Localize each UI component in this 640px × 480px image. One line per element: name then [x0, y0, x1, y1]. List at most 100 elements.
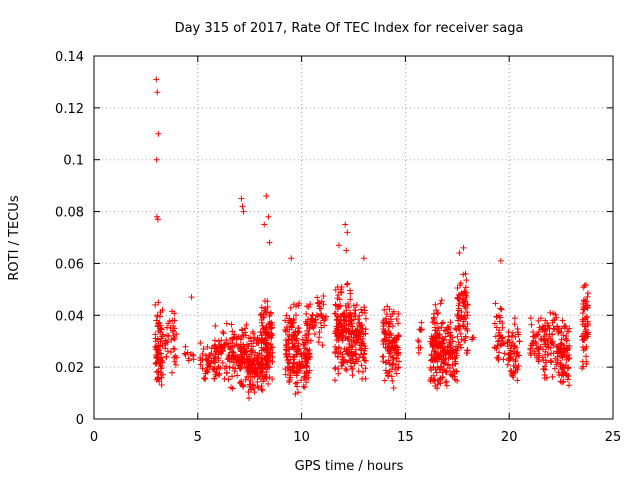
data-point — [332, 286, 339, 293]
data-point — [558, 350, 565, 357]
data-point — [527, 315, 534, 322]
data-point — [453, 352, 460, 359]
data-point — [243, 321, 250, 328]
data-point — [348, 342, 355, 349]
data-point — [557, 345, 564, 352]
data-point — [267, 346, 274, 353]
data-point — [352, 307, 359, 314]
data-point — [547, 357, 554, 364]
data-point — [509, 340, 516, 347]
data-point — [454, 285, 461, 292]
data-point — [460, 244, 467, 251]
chart-title: Day 315 of 2017, Rate Of TEC Index for r… — [175, 21, 524, 36]
data-point — [296, 300, 303, 307]
data-point — [543, 374, 550, 381]
data-point — [215, 338, 222, 345]
data-point — [290, 301, 297, 308]
data-point — [504, 343, 511, 350]
data-point — [549, 338, 556, 345]
data-point — [516, 352, 523, 359]
data-point — [223, 370, 230, 377]
data-point — [458, 290, 465, 297]
data-point — [240, 341, 247, 348]
x-tick-label: 5 — [194, 430, 202, 445]
data-point — [389, 377, 396, 384]
data-point — [259, 365, 266, 372]
data-point — [390, 356, 397, 363]
data-point — [393, 361, 400, 368]
data-point — [428, 351, 435, 358]
data-point — [171, 358, 178, 365]
data-point — [583, 360, 590, 367]
data-point — [462, 292, 469, 299]
data-point — [306, 324, 313, 331]
data-point — [532, 338, 539, 345]
data-point — [434, 310, 441, 317]
data-point — [236, 354, 243, 361]
data-point — [197, 355, 204, 362]
data-point — [358, 362, 365, 369]
data-point — [390, 385, 397, 392]
data-point — [492, 300, 499, 307]
data-point — [239, 203, 246, 210]
data-point — [245, 367, 252, 374]
data-point — [339, 351, 346, 358]
data-point — [166, 318, 173, 325]
data-point — [237, 380, 244, 387]
data-point — [431, 377, 438, 384]
data-point — [170, 322, 177, 329]
data-point — [356, 319, 363, 326]
data-point — [219, 359, 226, 366]
data-point — [436, 355, 443, 362]
data-point — [579, 365, 586, 372]
data-point — [260, 339, 267, 346]
data-point — [565, 373, 572, 380]
data-point — [438, 324, 445, 331]
data-point — [379, 337, 386, 344]
data-point — [514, 377, 521, 384]
data-point — [429, 342, 436, 349]
data-point — [457, 282, 464, 289]
data-point — [262, 308, 269, 315]
data-point — [353, 327, 360, 334]
data-point — [537, 335, 544, 342]
data-point — [384, 372, 391, 379]
data-point — [258, 382, 265, 389]
data-point — [257, 361, 264, 368]
data-point — [334, 327, 341, 334]
data-point — [462, 325, 469, 332]
data-point — [337, 288, 344, 295]
data-point — [163, 353, 170, 360]
data-point — [218, 337, 225, 344]
data-point — [332, 349, 339, 356]
y-tick-label: 0.04 — [55, 309, 84, 324]
data-point — [241, 355, 248, 362]
data-point — [283, 351, 290, 358]
data-point — [348, 317, 355, 324]
data-point — [223, 363, 230, 370]
data-point — [153, 213, 160, 220]
data-point — [431, 347, 438, 354]
data-point — [393, 370, 400, 377]
data-point — [316, 329, 323, 336]
data-point — [246, 353, 253, 360]
data-point — [321, 322, 328, 329]
data-point — [343, 281, 350, 288]
data-point — [360, 350, 367, 357]
data-point — [493, 313, 500, 320]
data-point — [440, 319, 447, 326]
data-point — [383, 319, 390, 326]
data-point — [352, 350, 359, 357]
data-point — [353, 302, 360, 309]
data-point — [551, 316, 558, 323]
data-point — [205, 358, 212, 365]
data-point — [214, 365, 221, 372]
data-point — [433, 369, 440, 376]
data-point — [560, 345, 567, 352]
data-point — [497, 342, 504, 349]
data-point — [173, 354, 180, 361]
data-point — [435, 332, 442, 339]
data-point — [345, 350, 352, 357]
data-point — [171, 310, 178, 317]
y-tick-label: 0.12 — [55, 102, 84, 117]
